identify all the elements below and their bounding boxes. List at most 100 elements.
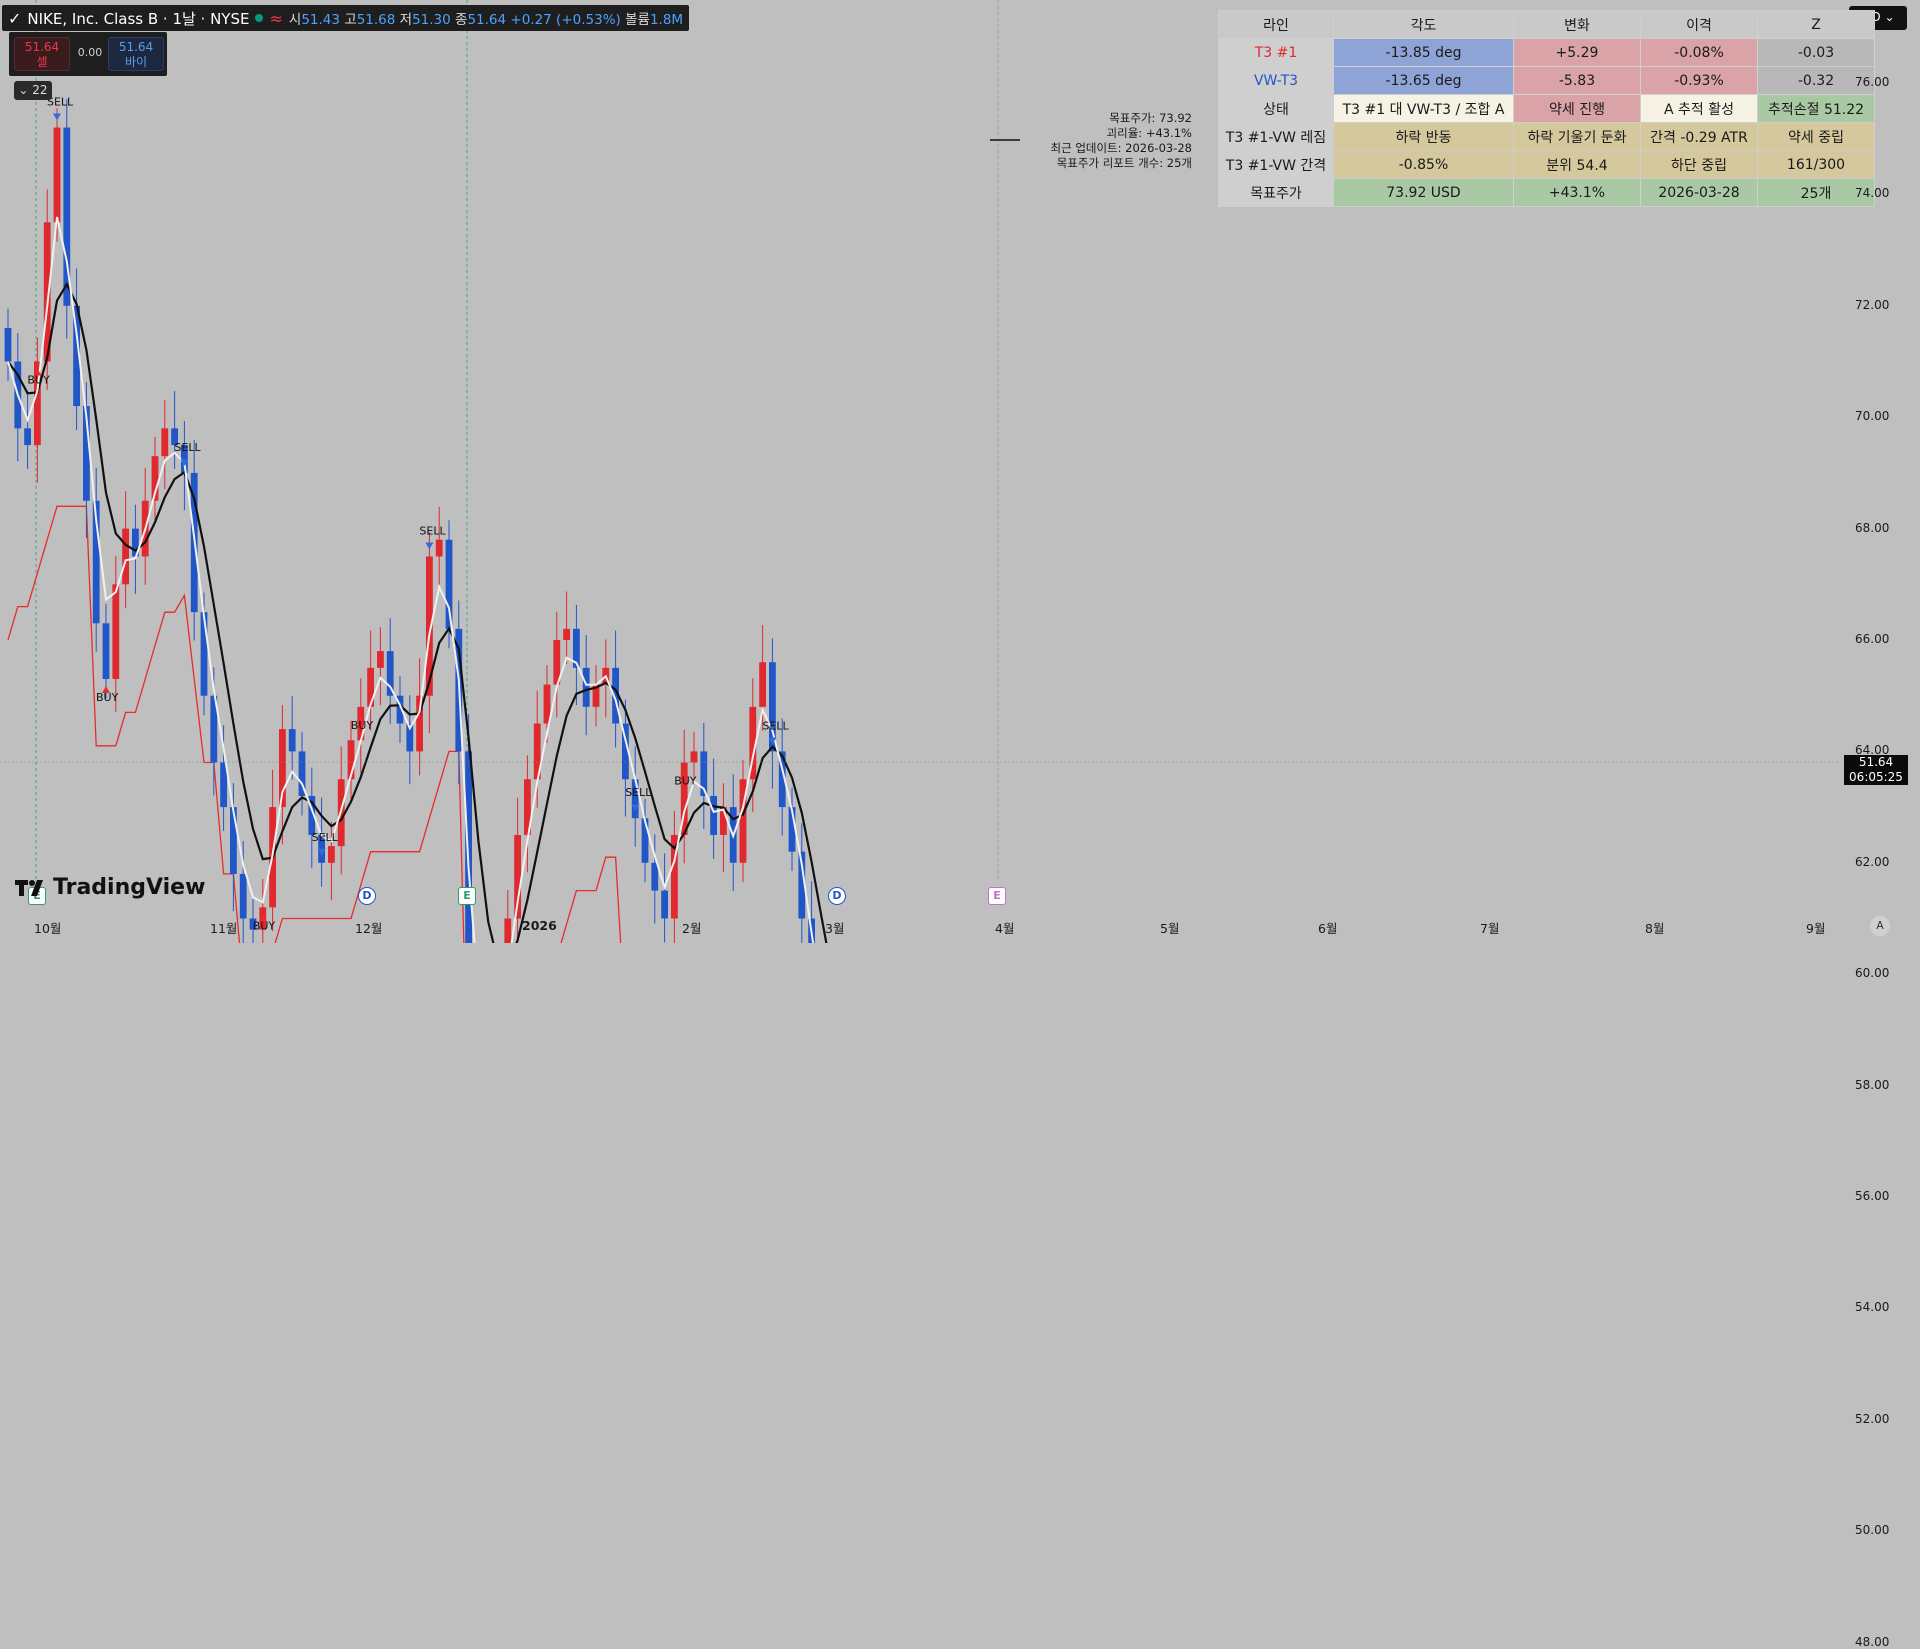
- spread-value: 0.00: [77, 46, 103, 59]
- table-cell: 2026-03-28: [1640, 178, 1758, 207]
- candle: [347, 720, 355, 799]
- indicator-collapse-button[interactable]: ⌄ 22: [14, 81, 52, 100]
- candle: [377, 627, 384, 706]
- chevron-down-icon: ⌄: [18, 83, 29, 97]
- candle: [592, 665, 600, 727]
- price-tick-label: 58.00: [1855, 1077, 1890, 1092]
- table-cell: 약세 중립: [1757, 122, 1875, 151]
- sell-arrow-icon: [317, 848, 326, 856]
- candle: [533, 690, 541, 808]
- earnings-event-icon[interactable]: E: [458, 887, 476, 905]
- candle: [73, 268, 80, 431]
- table-cell: 각도: [1333, 10, 1514, 39]
- table-row: 상태 T3 #1 대 VW-T3 / 조합 A 약세 진행 A 추적 활성 추적손절 5…: [1218, 94, 1875, 123]
- table-cell: 상태: [1218, 94, 1334, 123]
- auto-scale-button[interactable]: A: [1870, 916, 1890, 936]
- table-row: 목표주가 73.92 USD +43.1% 2026-03-28 25개: [1218, 178, 1875, 207]
- table-cell: +43.1%: [1513, 178, 1641, 207]
- candle: [83, 382, 90, 539]
- buy-arrow-icon: [33, 368, 42, 376]
- candle: [328, 822, 335, 901]
- table-cell: -0.93%: [1640, 66, 1758, 95]
- table-cell: A 추적 활성: [1640, 94, 1758, 123]
- candle: [396, 676, 404, 744]
- table-row: T3 #1-VW 레짐 하락 반동 하락 기울기 둔화 간격 -0.29 ATR 약세 …: [1218, 122, 1875, 151]
- buy-arrow-icon: [680, 769, 689, 777]
- candle: [573, 604, 580, 706]
- price-tick-label: 52.00: [1855, 1411, 1890, 1426]
- candle: [739, 759, 747, 883]
- candle: [4, 308, 12, 381]
- candle: [279, 705, 286, 845]
- dividend-event-icon[interactable]: D: [358, 887, 376, 905]
- candle: [798, 823, 806, 943]
- candle: [63, 99, 71, 339]
- time-tick-label: 10월: [34, 921, 62, 936]
- candle: [416, 658, 423, 776]
- earnings-event-icon[interactable]: E: [988, 887, 1006, 905]
- symbol-header[interactable]: ✓ NIKE, Inc. Class B · 1날 · NYSE ≈ 시51.4…: [2, 5, 690, 31]
- candle: [102, 603, 110, 699]
- table-cell: -0.85%: [1333, 150, 1514, 179]
- market-status-icon: [255, 14, 264, 22]
- chevron-down-icon: ⌄: [1884, 10, 1895, 24]
- time-tick-label: 7월: [1480, 921, 1500, 936]
- table-cell: 추적손절 51.22: [1757, 94, 1875, 123]
- price-tick-label: 60.00: [1855, 966, 1890, 981]
- price-tick-label: 68.00: [1855, 520, 1890, 535]
- table-cell: T3 #1: [1218, 38, 1334, 67]
- sell-button[interactable]: 51.64 셀: [14, 37, 70, 71]
- table-cell: 약세 진행: [1513, 94, 1641, 123]
- candle: [288, 696, 296, 780]
- table-cell: 간격 -0.29 ATR: [1640, 122, 1758, 151]
- price-chart[interactable]: BUYSELLBUYSELLBUYSELLBUYSELLSELLBUYSELLB…: [0, 0, 1920, 943]
- candle: [524, 755, 531, 873]
- table-cell: +5.29: [1513, 38, 1641, 67]
- last-price-tag: 51.64 06:05:25: [1844, 755, 1908, 785]
- t3-line: [7, 282, 828, 943]
- time-tick-label: 12월: [355, 921, 383, 936]
- time-tick-label: 9월: [1806, 921, 1826, 936]
- buy-sell-panel: 51.64 셀 0.00 51.64 바이: [9, 32, 167, 76]
- ohlc-readout: 시51.43 고51.68 저51.30 종51.64 +0.27 (+0.53…: [288, 12, 684, 28]
- candle: [92, 467, 100, 652]
- symbol-title[interactable]: NIKE, Inc. Class B · 1날 · NYSE: [27, 9, 250, 28]
- candle: [435, 506, 443, 585]
- table-cell: Z: [1757, 10, 1875, 39]
- table-cell: 25개: [1757, 178, 1875, 207]
- trailing-stop-line: [7, 505, 622, 943]
- dividend-event-icon[interactable]: D: [828, 887, 846, 905]
- time-tick-label: 2026: [522, 918, 557, 933]
- buy-button[interactable]: 51.64 바이: [108, 37, 164, 71]
- time-tick-label: 2월: [682, 921, 702, 936]
- table-cell: 이격: [1640, 10, 1758, 39]
- candle: [631, 746, 639, 847]
- time-tick-label: 11월: [210, 921, 238, 936]
- candle: [553, 611, 561, 718]
- price-tick-label: 50.00: [1855, 1523, 1890, 1538]
- table-cell: 161/300: [1757, 150, 1875, 179]
- sell-arrow-icon: [425, 542, 434, 550]
- indicator-table: 라인 각도 변화 이격 Z T3 #1 -13.85 deg +5.29 -0.08% -0.03…: [1218, 10, 1875, 207]
- price-tick-label: 76.00: [1855, 75, 1890, 89]
- candle: [122, 491, 129, 609]
- tradingview-logo-icon: [15, 879, 43, 896]
- buy-signal-label: BUY: [253, 919, 276, 932]
- candle: [249, 899, 257, 943]
- candle: [367, 630, 374, 731]
- price-tick-label: 56.00: [1855, 1189, 1890, 1203]
- sell-signal-label: SELL: [47, 96, 74, 109]
- price-tick-label: 48.00: [1855, 1634, 1890, 1649]
- candle: [729, 774, 737, 892]
- sell-signal-label: SELL: [174, 441, 201, 454]
- buy-arrow-icon: [356, 713, 365, 721]
- table-cell: T3 #1 대 VW-T3 / 조합 A: [1333, 94, 1514, 123]
- candle: [298, 731, 306, 816]
- candle: [151, 436, 159, 521]
- price-tick-label: 64.00: [1855, 743, 1890, 758]
- candle: [406, 695, 414, 785]
- candle: [671, 810, 678, 943]
- table-cell: 라인: [1218, 10, 1334, 39]
- tradingview-logo[interactable]: TradingView: [15, 875, 205, 900]
- target-price-note: 목표주가: 73.92 괴리율: +43.1% 최근 업데이트: 2026-03…: [1050, 111, 1193, 170]
